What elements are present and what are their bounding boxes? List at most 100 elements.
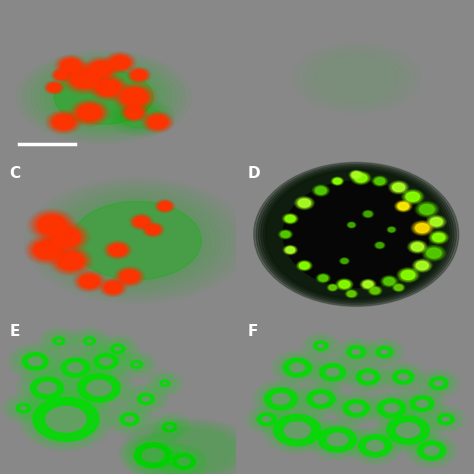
Circle shape xyxy=(124,384,168,414)
Circle shape xyxy=(32,240,62,260)
Circle shape xyxy=(132,390,160,408)
Circle shape xyxy=(297,383,345,415)
Circle shape xyxy=(50,351,101,384)
Circle shape xyxy=(339,281,350,288)
Circle shape xyxy=(299,199,310,207)
Circle shape xyxy=(279,230,292,239)
Circle shape xyxy=(300,263,309,269)
Circle shape xyxy=(383,277,396,286)
Circle shape xyxy=(274,352,321,383)
Circle shape xyxy=(406,433,457,468)
Circle shape xyxy=(144,223,163,236)
Circle shape xyxy=(309,421,365,458)
Circle shape xyxy=(146,114,170,130)
Circle shape xyxy=(382,276,397,286)
Circle shape xyxy=(349,365,387,390)
Ellipse shape xyxy=(54,70,153,124)
Circle shape xyxy=(393,183,404,191)
Circle shape xyxy=(149,373,181,394)
Circle shape xyxy=(345,290,358,298)
Circle shape xyxy=(51,68,72,82)
Circle shape xyxy=(130,69,148,81)
Circle shape xyxy=(383,277,395,285)
Circle shape xyxy=(155,200,175,213)
Circle shape xyxy=(371,288,379,293)
Circle shape xyxy=(112,407,147,431)
Wedge shape xyxy=(438,414,454,425)
Circle shape xyxy=(421,245,447,261)
Circle shape xyxy=(76,104,103,122)
Circle shape xyxy=(332,178,342,184)
Circle shape xyxy=(133,217,149,227)
Circle shape xyxy=(316,273,331,283)
Circle shape xyxy=(78,105,101,120)
Ellipse shape xyxy=(72,201,201,280)
Circle shape xyxy=(370,287,381,294)
Circle shape xyxy=(159,202,171,210)
Circle shape xyxy=(416,262,428,270)
Circle shape xyxy=(11,345,60,377)
Wedge shape xyxy=(319,427,356,452)
Circle shape xyxy=(50,247,91,275)
Circle shape xyxy=(120,433,186,474)
Circle shape xyxy=(427,248,441,258)
Circle shape xyxy=(315,361,350,384)
Circle shape xyxy=(145,224,162,236)
Circle shape xyxy=(253,410,281,428)
Circle shape xyxy=(46,224,86,251)
Circle shape xyxy=(401,271,415,279)
Circle shape xyxy=(280,231,291,238)
Circle shape xyxy=(395,201,411,212)
Circle shape xyxy=(341,398,372,419)
Circle shape xyxy=(314,424,361,455)
Circle shape xyxy=(401,390,443,418)
Circle shape xyxy=(400,269,417,281)
Circle shape xyxy=(78,333,101,349)
Circle shape xyxy=(144,113,172,131)
Circle shape xyxy=(25,373,69,403)
Circle shape xyxy=(374,178,385,185)
Circle shape xyxy=(120,271,138,283)
Circle shape xyxy=(349,223,355,227)
Circle shape xyxy=(105,241,131,259)
Wedge shape xyxy=(314,341,328,350)
Wedge shape xyxy=(319,364,346,381)
Circle shape xyxy=(388,228,395,232)
Circle shape xyxy=(388,227,395,232)
Circle shape xyxy=(45,109,82,134)
Circle shape xyxy=(8,343,63,379)
Circle shape xyxy=(143,223,164,237)
Circle shape xyxy=(86,348,126,375)
Circle shape xyxy=(312,184,330,197)
Circle shape xyxy=(310,357,355,387)
Circle shape xyxy=(164,448,204,474)
Circle shape xyxy=(60,58,82,73)
Circle shape xyxy=(279,230,292,238)
Circle shape xyxy=(371,288,379,293)
Circle shape xyxy=(354,432,396,460)
Circle shape xyxy=(356,433,394,458)
Circle shape xyxy=(316,187,326,194)
Circle shape xyxy=(420,371,457,396)
Circle shape xyxy=(80,275,99,288)
Circle shape xyxy=(349,170,364,180)
Circle shape xyxy=(281,231,290,237)
Circle shape xyxy=(435,412,456,426)
Circle shape xyxy=(333,178,342,184)
Circle shape xyxy=(410,437,453,465)
Circle shape xyxy=(350,171,362,179)
Circle shape xyxy=(156,201,173,212)
Circle shape xyxy=(308,356,357,389)
Circle shape xyxy=(364,211,372,217)
Circle shape xyxy=(122,355,151,374)
Circle shape xyxy=(415,439,448,462)
Circle shape xyxy=(408,435,455,466)
Circle shape xyxy=(394,284,403,291)
Circle shape xyxy=(159,202,171,210)
Circle shape xyxy=(47,333,71,349)
Ellipse shape xyxy=(265,170,447,299)
Circle shape xyxy=(129,68,149,82)
Circle shape xyxy=(347,291,356,297)
Circle shape xyxy=(129,214,154,230)
Circle shape xyxy=(71,69,99,88)
